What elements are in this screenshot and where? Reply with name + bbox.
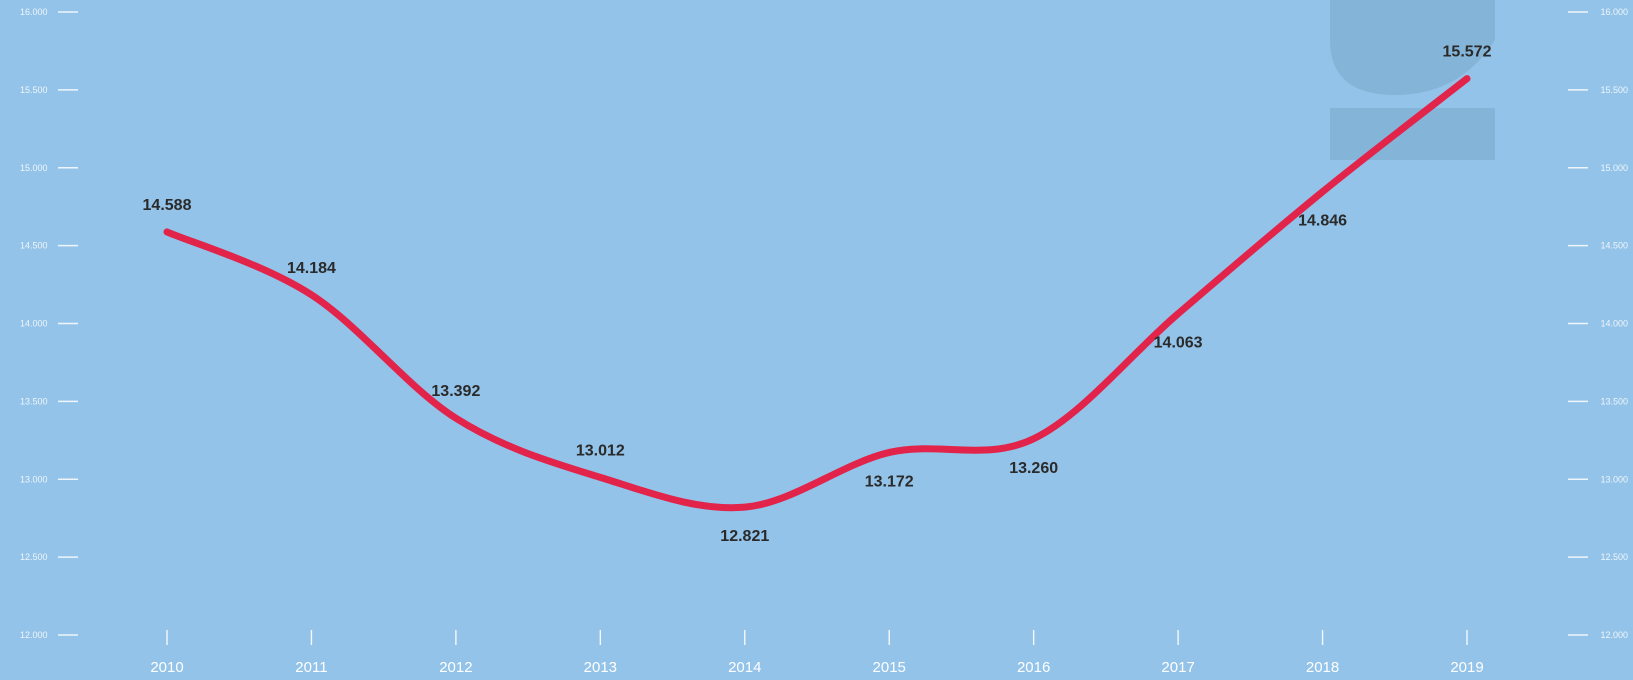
y-tick-label-right: 12.500 xyxy=(1600,552,1628,562)
data-label: 13.012 xyxy=(576,442,625,459)
y-tick-label-right: 13.000 xyxy=(1600,474,1628,484)
y-tick-label-left: 16.000 xyxy=(20,7,48,17)
y-tick-label-right: 14.500 xyxy=(1600,241,1628,251)
watermark-glyph-top xyxy=(1330,0,1495,95)
watermark-glyph-bar xyxy=(1330,108,1495,160)
y-axis-left: 12.000 12.500 13.000 13.500 14.000 14.500 15.0… xyxy=(20,7,78,640)
x-tick-label: 2010 xyxy=(150,659,183,676)
data-label: 12.821 xyxy=(720,528,769,545)
x-tick-label: 2011 xyxy=(295,659,327,676)
y-tick-label-left: 14.000 xyxy=(20,319,48,329)
y-tick-label-left: 15.000 xyxy=(20,163,48,173)
data-label: 14.588 xyxy=(143,197,192,214)
x-tick-label: 2016 xyxy=(1017,659,1050,676)
x-tick-label: 2017 xyxy=(1161,659,1194,676)
y-tick-label-left: 13.500 xyxy=(20,396,48,406)
y-tick-label-right: 13.500 xyxy=(1600,396,1628,406)
y-tick-label-right: 16.000 xyxy=(1600,7,1628,17)
data-label: 14.063 xyxy=(1154,335,1203,352)
x-tick-label: 2018 xyxy=(1306,659,1339,676)
x-axis: 2010 2011 2012 2013 2014 2015 2016 2017 2018 2019 xyxy=(150,630,1484,676)
x-tick-label: 2012 xyxy=(439,659,472,676)
y-tick-label-right: 15.500 xyxy=(1600,85,1628,95)
y-tick-label-left: 13.000 xyxy=(20,474,48,484)
y-axis-right: 12.000 12.500 13.000 13.500 14.000 14.500 15.0… xyxy=(1568,7,1628,640)
data-label: 13.260 xyxy=(1009,460,1058,477)
data-label: 13.172 xyxy=(865,473,914,490)
y-tick-label-right: 12.000 xyxy=(1600,630,1628,640)
x-tick-label: 2013 xyxy=(584,659,617,676)
y-tick-label-left: 12.500 xyxy=(20,552,48,562)
y-tick-label-left: 12.000 xyxy=(20,630,48,640)
y-tick-label-left: 14.500 xyxy=(20,241,48,251)
data-label: 14.184 xyxy=(287,260,336,277)
y-tick-label-left: 15.500 xyxy=(20,85,48,95)
series-line xyxy=(163,75,1471,512)
y-tick-label-right: 15.000 xyxy=(1600,163,1628,173)
data-label: 13.392 xyxy=(431,383,480,400)
data-label: 14.846 xyxy=(1298,213,1347,230)
data-labels: 14.588 14.184 13.392 13.012 12.821 13.172 13.2… xyxy=(143,44,1492,545)
data-label: 15.572 xyxy=(1443,44,1492,61)
x-tick-label: 2015 xyxy=(873,659,906,676)
x-tick-label: 2014 xyxy=(728,659,761,676)
background-watermark xyxy=(1330,0,1495,160)
y-tick-label-right: 14.000 xyxy=(1600,319,1628,329)
x-tick-label: 2019 xyxy=(1450,659,1483,676)
